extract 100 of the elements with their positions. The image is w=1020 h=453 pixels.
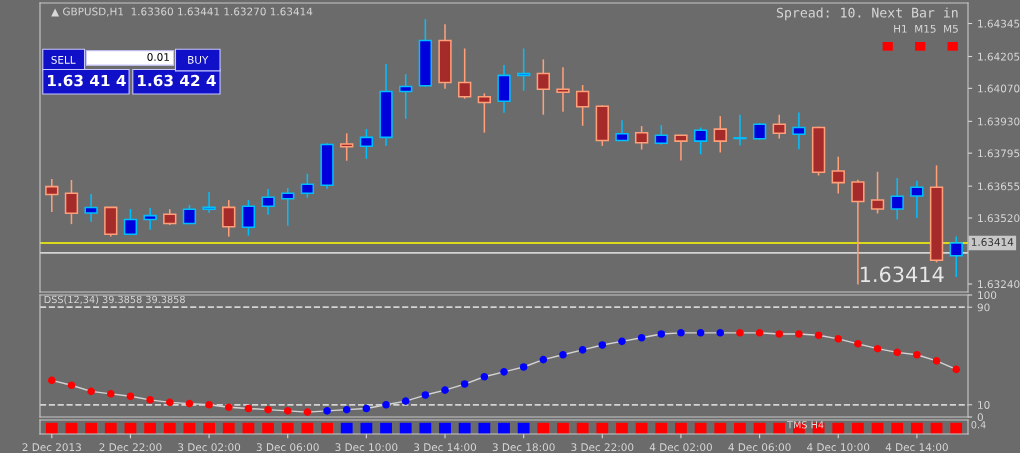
y-tick-label: 1.63930 (978, 117, 1020, 126)
annotation: Spread: 10. Next Bar in (776, 7, 958, 21)
point (500, 368, 508, 376)
annotation: BUY (188, 56, 209, 64)
point (736, 329, 744, 337)
candlestick (634, 125, 649, 151)
point (716, 329, 725, 337)
candlestick (123, 208, 138, 236)
candlestick (536, 58, 550, 116)
annotation: 1.63 41 4 (48, 74, 126, 87)
annotation: 1.63 42 4 (138, 74, 216, 87)
point (559, 350, 567, 359)
point (264, 405, 272, 414)
annotation: 1.63414 (860, 266, 944, 283)
point (126, 392, 135, 401)
x-tick-label: 4 Dec 14:00 (885, 443, 948, 452)
candlestick (399, 73, 413, 120)
candlestick (300, 172, 315, 199)
point (539, 355, 548, 364)
x-tick-label: 3 Dec 02:00 (178, 443, 241, 452)
candlestick (792, 111, 806, 150)
candlestick (182, 204, 197, 225)
y-tick-label: 1.63795 (978, 149, 1020, 158)
point (519, 363, 528, 371)
candlestick (84, 193, 98, 223)
y-tick-label: 1.64205 (978, 52, 1020, 61)
candlestick (615, 119, 629, 142)
candlestick (477, 92, 492, 134)
candlestick (45, 178, 59, 213)
candlestick (733, 113, 747, 147)
x-tick-label: 3 Dec 10:00 (335, 443, 398, 452)
y-tick-label: 1.63240 (978, 280, 1020, 289)
point (480, 372, 489, 381)
point (618, 337, 626, 346)
candlestick (713, 115, 727, 154)
point (775, 330, 784, 338)
point (873, 344, 882, 353)
point (677, 329, 685, 337)
x-tick-label: 3 Dec 06:00 (256, 443, 319, 452)
point (146, 396, 154, 404)
candlestick (222, 199, 236, 238)
chart-title: DSS(12,34) 39.3858 39.3858 (44, 295, 185, 305)
point (382, 401, 390, 409)
point (421, 391, 430, 399)
point (854, 340, 862, 348)
point (303, 408, 312, 416)
point (165, 398, 174, 407)
x-tick-label: 3 Dec 14:00 (414, 443, 477, 452)
x-tick-label: 4 Dec 10:00 (807, 443, 870, 452)
point (657, 330, 666, 338)
point (460, 380, 469, 388)
x-tick-label: 4 Dec 06:00 (728, 443, 791, 452)
point (441, 386, 449, 394)
x-tick-label: 3 Dec 22:00 (571, 443, 634, 452)
chart-title: ▲ GBPUSD,H1 1.63360 1.63441 1.63270 1.63414 (51, 7, 313, 17)
y-tick-label: 0 (977, 413, 983, 422)
point (598, 341, 607, 349)
candlestick (340, 132, 354, 162)
y-tick-label: 1.63655 (978, 182, 1020, 191)
candlestick (890, 177, 904, 221)
candlestick (241, 199, 256, 237)
point (323, 407, 331, 415)
point (952, 365, 961, 374)
y-tick-label: 1.64070 (978, 84, 1020, 93)
point (755, 329, 764, 337)
candlestick (281, 187, 295, 227)
point (932, 357, 941, 365)
annotation: SELL (51, 55, 76, 64)
x-tick-label: 4 Dec 02:00 (649, 443, 712, 452)
y-tick-label: 1.64345 (978, 19, 1020, 28)
candlestick (458, 47, 472, 100)
candlestick (654, 124, 668, 146)
candlestick (202, 191, 216, 214)
x-tick-label: 2 Dec 2013 (22, 443, 81, 452)
candlestick (674, 134, 688, 162)
candlestick (359, 128, 374, 160)
candlestick (261, 188, 275, 216)
point (814, 331, 823, 340)
point (106, 390, 115, 398)
point (362, 404, 371, 413)
point (342, 405, 351, 414)
text: 0.4 (971, 421, 986, 429)
x-tick-label: 2 Dec 22:00 (99, 443, 162, 452)
point (578, 346, 587, 354)
x-tick-label: 3 Dec 18:00 (492, 443, 555, 452)
y-tick-label: 10 (978, 401, 990, 409)
ref-line-label: 1.63414 (971, 238, 1014, 246)
point (913, 350, 921, 359)
point (244, 404, 253, 413)
point (87, 387, 95, 396)
point (224, 403, 233, 412)
point (401, 397, 410, 405)
point (283, 407, 292, 415)
point (185, 399, 194, 408)
point (893, 348, 902, 357)
annotation: H1 M15 M5 (894, 25, 958, 33)
y-tick-label: 1.63520 (978, 214, 1020, 223)
candlestick (516, 47, 531, 92)
candlestick (143, 207, 157, 231)
candlestick (870, 171, 885, 215)
